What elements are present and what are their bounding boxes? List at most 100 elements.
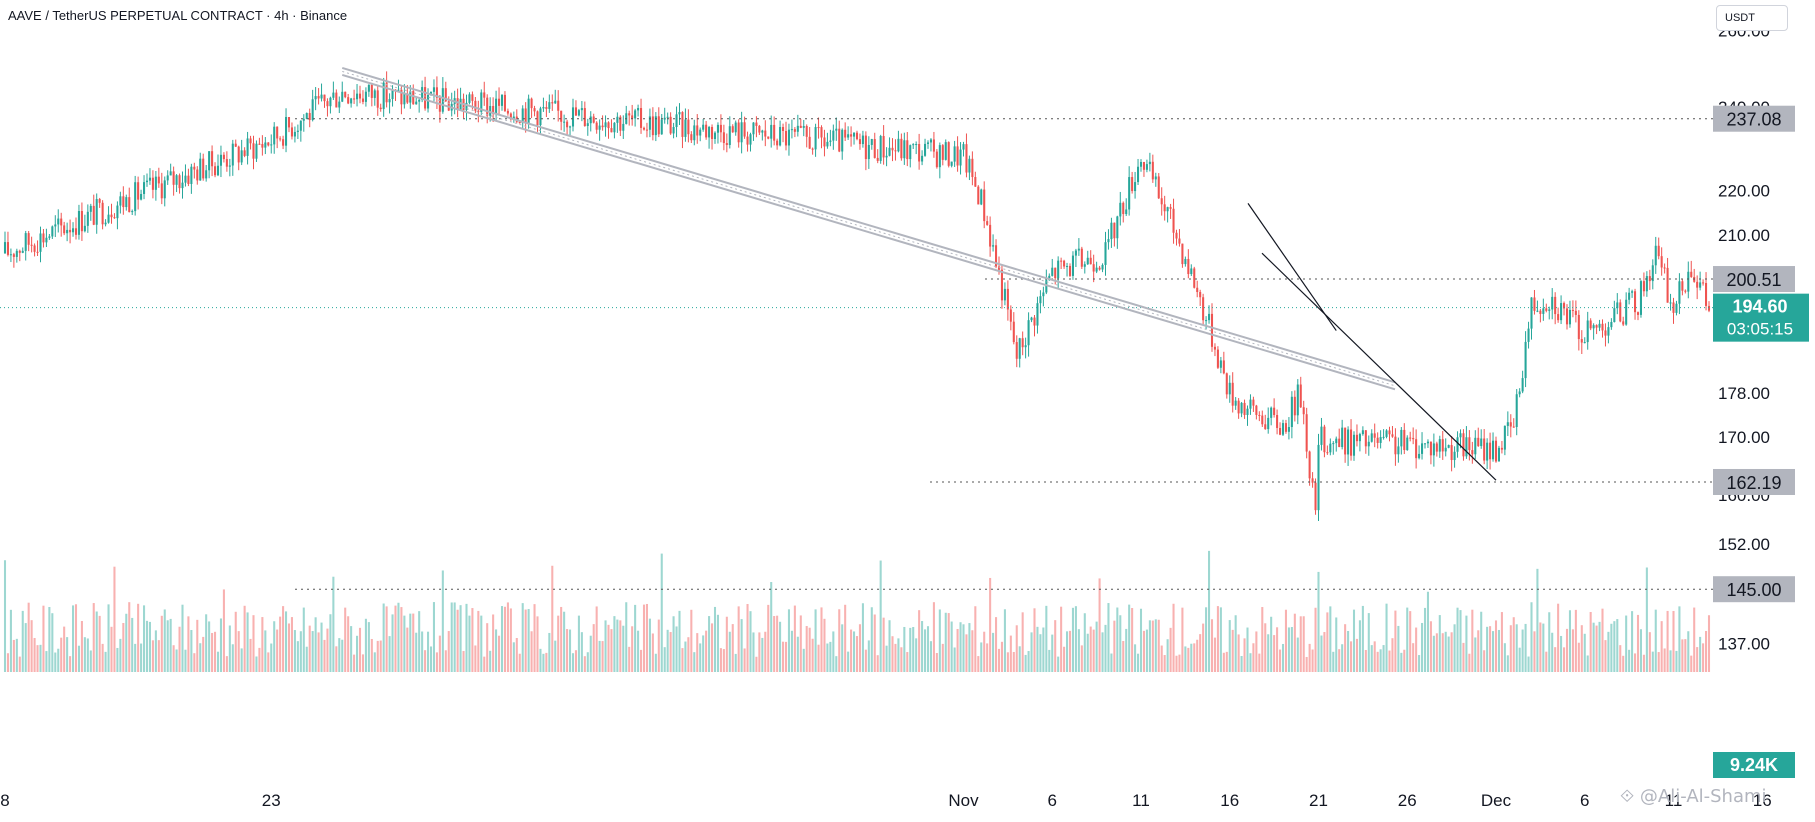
candle-body <box>713 132 717 140</box>
candle-body <box>119 196 122 206</box>
volume-bar <box>1370 645 1373 672</box>
volume-bar <box>989 577 992 672</box>
volume-bar <box>409 613 412 672</box>
volume-bar <box>1441 633 1444 672</box>
volume-bar <box>157 640 160 672</box>
volume-bar <box>45 651 48 672</box>
volume-bar <box>1107 603 1110 672</box>
volume-bar <box>1110 653 1113 672</box>
candle-body <box>595 122 598 130</box>
candle-body <box>1181 243 1184 265</box>
candle-body <box>1273 407 1276 415</box>
candle-body <box>1068 265 1072 276</box>
candle-body <box>1128 177 1131 210</box>
volume-bar <box>515 638 518 672</box>
candle-body <box>1527 328 1530 342</box>
candle-body <box>1276 414 1279 428</box>
volume-bar <box>119 638 122 672</box>
volume-bar <box>18 656 21 672</box>
volume-bar <box>391 614 394 672</box>
trendline-lower[interactable] <box>341 73 1396 391</box>
candle-body <box>1592 325 1595 329</box>
volume-bar <box>453 602 456 672</box>
candle-body <box>116 205 119 219</box>
volume-bar <box>264 630 267 672</box>
volume-bar <box>743 648 746 672</box>
volume-bar <box>1335 617 1338 672</box>
candle-body <box>503 94 506 111</box>
volume-bar <box>421 631 424 672</box>
volume-bar <box>1142 630 1145 672</box>
candle-body <box>98 199 101 203</box>
volume-bar <box>870 607 873 672</box>
candle-body <box>1663 267 1666 269</box>
volume-bar <box>1705 630 1708 672</box>
volume-bar <box>1560 635 1563 672</box>
volume-bar <box>12 639 15 672</box>
horizontal-levels[interactable] <box>0 118 1713 590</box>
candle-body <box>1376 437 1379 443</box>
volume-bar <box>1642 654 1645 672</box>
candle-body <box>1654 245 1657 266</box>
x-tick-label: 16 <box>1220 791 1239 810</box>
candle-body <box>1601 323 1604 331</box>
x-tick-label: 26 <box>1398 791 1417 810</box>
candle-body <box>968 158 971 173</box>
volume-bar <box>802 648 805 672</box>
volume-bar <box>631 626 634 672</box>
candle-body <box>672 127 675 134</box>
candle-body <box>332 92 335 98</box>
volume-bar <box>255 656 258 672</box>
candle-body <box>290 127 293 137</box>
candle-body <box>1184 258 1187 265</box>
candle-body <box>231 143 234 166</box>
volume-bar <box>376 640 379 672</box>
time-axis[interactable]: 823Nov611162126Dec61116212620266 <box>0 791 1815 810</box>
volume-bar <box>243 605 246 672</box>
volume-bar <box>282 606 285 672</box>
candle-body <box>379 107 382 110</box>
volume-bar <box>681 648 684 672</box>
candle-body <box>1406 437 1409 451</box>
candle-body <box>361 98 364 102</box>
x-tick-label: 23 <box>262 791 281 810</box>
candle-body <box>983 189 986 222</box>
trendline-upper[interactable] <box>341 66 1396 384</box>
candle-body <box>1086 257 1089 265</box>
volume-bar <box>356 635 359 672</box>
currency-selector[interactable]: USDT <box>1716 5 1788 31</box>
volume-bar <box>974 606 977 672</box>
volume-bar <box>444 650 447 672</box>
candle-body <box>1154 176 1157 180</box>
candle-body <box>1394 436 1397 455</box>
volume-bar <box>1290 627 1293 672</box>
volume-bar <box>1267 634 1270 672</box>
volume-bar <box>1252 643 1255 672</box>
volume-bar <box>216 651 220 672</box>
candle-body <box>77 210 80 235</box>
volume-bar <box>279 616 282 672</box>
trendline-mid[interactable] <box>342 70 1396 387</box>
wedge-lower-line[interactable] <box>1261 252 1497 481</box>
wedge-upper-line[interactable] <box>1247 203 1337 331</box>
volume-bar <box>625 602 628 672</box>
volume-bar <box>764 631 767 672</box>
volume-bar <box>42 605 45 672</box>
volume-bar <box>944 612 947 672</box>
volume-bar <box>832 631 835 672</box>
candle-body <box>1323 426 1326 453</box>
volume-bar <box>1628 649 1631 672</box>
volume-bar <box>33 637 36 672</box>
candle-body <box>435 87 438 98</box>
candle-body <box>1071 255 1074 276</box>
trendline-drawings[interactable] <box>341 66 1815 481</box>
volume-bar <box>1622 655 1625 672</box>
candle-body <box>1216 349 1219 368</box>
candle-body <box>107 214 110 223</box>
volume-bar <box>468 615 471 672</box>
volume-bar <box>1634 653 1637 672</box>
volume-bar <box>915 638 918 672</box>
candle-body <box>1352 434 1356 456</box>
volume-bar <box>1480 611 1483 672</box>
